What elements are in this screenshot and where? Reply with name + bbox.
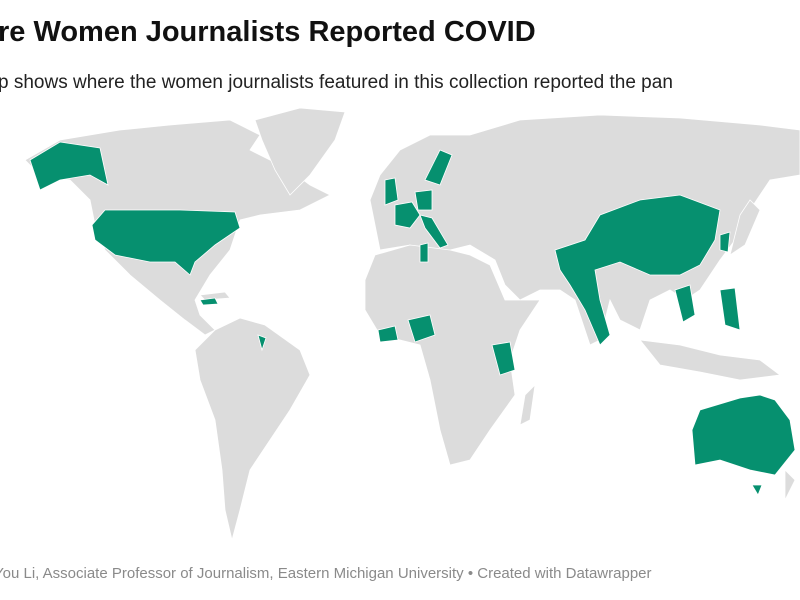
country-highlight bbox=[199, 297, 219, 306]
footer: You Li, Associate Professor of Journalis… bbox=[0, 565, 652, 582]
country-highlight bbox=[407, 314, 436, 343]
eurasia bbox=[369, 114, 800, 346]
country-highlight bbox=[91, 209, 241, 276]
country-highlight bbox=[491, 341, 516, 376]
country-highlight bbox=[377, 325, 399, 343]
country-highlight bbox=[424, 149, 453, 186]
country-highlight bbox=[719, 287, 741, 331]
greenland bbox=[254, 107, 346, 196]
south-america bbox=[194, 317, 311, 541]
subtitle: p shows where the women journalists feat… bbox=[0, 72, 673, 93]
indonesia bbox=[639, 339, 782, 381]
country-highlight bbox=[751, 484, 763, 496]
country-highlight bbox=[674, 284, 696, 323]
country-highlight bbox=[29, 141, 109, 191]
highlighted-countries bbox=[29, 141, 796, 496]
country-highlight bbox=[419, 242, 429, 263]
country-highlight bbox=[419, 214, 449, 249]
country-highlight bbox=[554, 194, 721, 346]
madagascar bbox=[519, 383, 536, 426]
new-zealand bbox=[784, 469, 796, 501]
world-map bbox=[24, 107, 800, 541]
country-highlight bbox=[414, 189, 433, 211]
country-highlight bbox=[257, 334, 267, 352]
country-highlight bbox=[394, 201, 421, 229]
country-highlight bbox=[384, 177, 399, 206]
title: re Women Journalists Reported COVID bbox=[0, 16, 536, 48]
caribbean bbox=[199, 291, 231, 301]
country-highlight bbox=[719, 231, 731, 253]
japan bbox=[729, 199, 761, 256]
country-highlight bbox=[691, 394, 796, 476]
